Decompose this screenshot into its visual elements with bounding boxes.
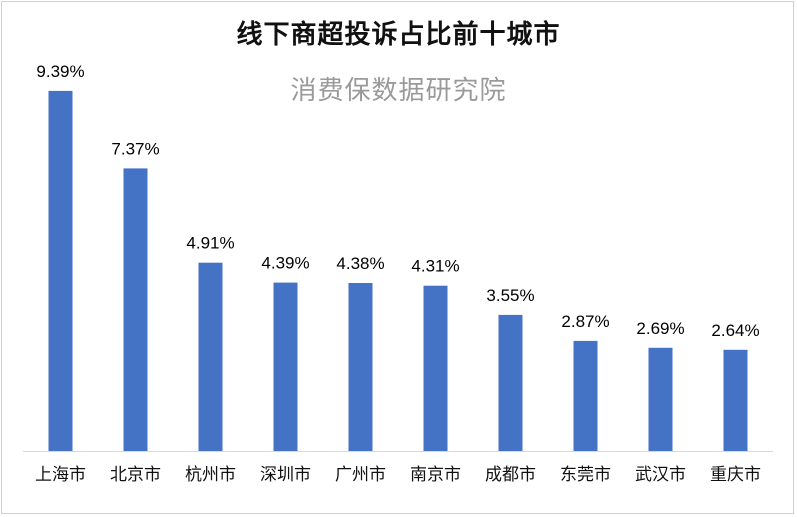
data-labels-layer: 9.39% 7.37% 4.91% 4.39% 4.38% 4.31% 3.55% 2.87%… bbox=[36, 62, 759, 340]
bar bbox=[123, 168, 148, 451]
bar bbox=[648, 347, 673, 451]
data-label: 7.37% bbox=[111, 139, 159, 158]
x-tick-label: 深圳市 bbox=[260, 465, 311, 485]
x-tick-label: 重庆市 bbox=[710, 465, 761, 485]
bar bbox=[573, 340, 598, 451]
data-label: 9.39% bbox=[36, 62, 84, 81]
x-tick-label: 南京市 bbox=[410, 465, 461, 485]
bars-layer bbox=[48, 90, 748, 452]
data-label: 2.64% bbox=[711, 321, 759, 340]
x-tick-label: 杭州市 bbox=[185, 465, 236, 485]
bar bbox=[423, 285, 448, 451]
x-tick-label: 东莞市 bbox=[560, 465, 611, 485]
bar bbox=[498, 314, 523, 451]
bar bbox=[198, 262, 223, 451]
data-label: 2.87% bbox=[561, 312, 609, 331]
x-tick-label: 武汉市 bbox=[635, 465, 686, 485]
x-tick-label: 上海市 bbox=[35, 465, 86, 485]
data-label: 4.39% bbox=[261, 254, 309, 273]
bar bbox=[48, 90, 73, 452]
watermark-text: 消费保数据研究院 bbox=[290, 76, 507, 106]
data-label: 4.38% bbox=[336, 254, 384, 273]
x-tick-label: 北京市 bbox=[110, 465, 161, 485]
bar bbox=[348, 283, 373, 451]
x-tick-label: 成都市 bbox=[485, 465, 536, 485]
data-label: 3.55% bbox=[486, 286, 534, 305]
chart-title: 线下商超投诉占比前十城市 bbox=[236, 20, 561, 50]
x-axis: 上海市 北京市 杭州市 深圳市 广州市 南京市 成都市 东莞市 武汉市 重庆市 bbox=[23, 451, 773, 485]
data-label: 2.69% bbox=[636, 319, 684, 338]
data-label: 4.31% bbox=[411, 257, 459, 276]
bar bbox=[273, 282, 298, 451]
bar bbox=[723, 349, 748, 451]
data-label: 4.91% bbox=[186, 234, 234, 253]
x-tick-label: 广州市 bbox=[335, 465, 386, 485]
